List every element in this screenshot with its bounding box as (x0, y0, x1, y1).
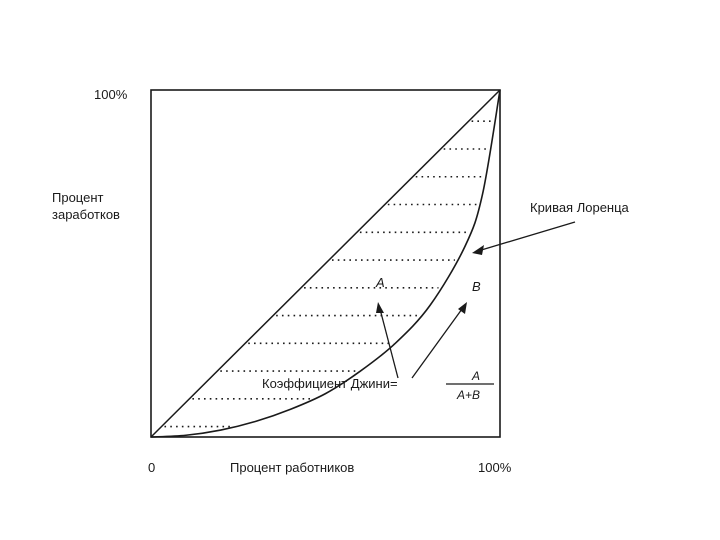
area-a-label: A (375, 275, 385, 290)
lorenz-arrow-head (472, 245, 484, 255)
x-axis-label: Процент работников (230, 460, 354, 475)
gini-numerator: A (471, 369, 480, 383)
y-axis-label-line2: заработков (52, 207, 120, 222)
x-tick-min: 0 (148, 460, 155, 475)
hatch-lines-area-a (164, 120, 493, 428)
gini-arrow-to-b-head (458, 302, 467, 314)
y-tick-max: 100% (94, 87, 128, 102)
y-axis-label-line1: Процент (52, 190, 104, 205)
lorenz-arrow-shaft (477, 221, 576, 252)
area-b-label: B (472, 279, 481, 294)
plot-frame (150, 89, 501, 438)
gini-arrow-to-a (379, 308, 399, 379)
x-tick-max: 100% (478, 460, 512, 475)
gini-arrow-to-b (411, 308, 463, 379)
gini-arrow-to-a-head (376, 302, 384, 313)
gini-denominator: A+B (456, 388, 480, 402)
lorenz-curve-label: Кривая Лоренца (530, 200, 630, 215)
gini-coefficient-label: Коэффициент Джини= (262, 376, 398, 391)
equality-diagonal-line (150, 89, 501, 438)
lorenz-curve-line (150, 89, 501, 438)
